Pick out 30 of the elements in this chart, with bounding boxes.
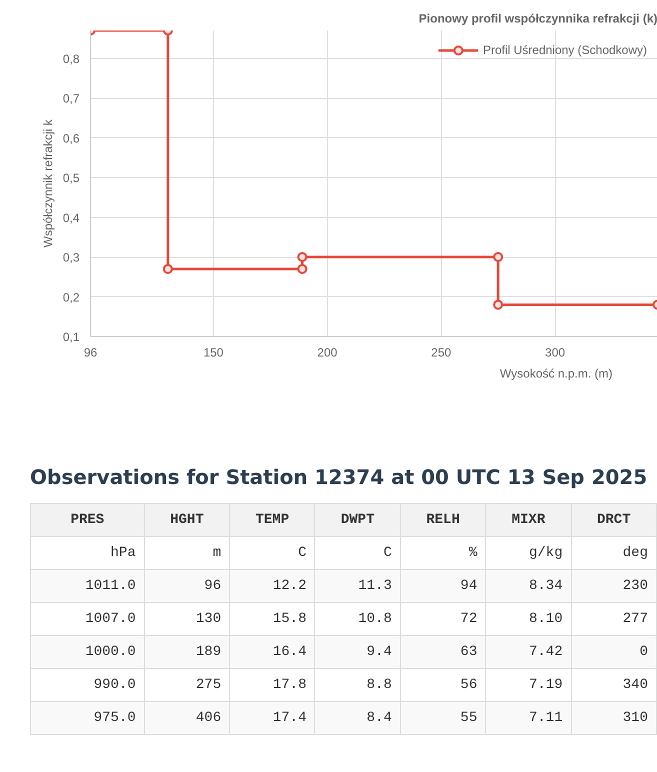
text: 990.0 275 17.8 8.8 56 7.19 340	[94, 677, 648, 693]
chart-title: Pionowy profil współczynnika refrakcji (k)	[418, 12, 657, 26]
point	[297, 252, 308, 262]
point	[493, 300, 504, 310]
point	[297, 264, 308, 274]
y-tick-label: 0,6	[62, 131, 80, 146]
text: 975.0 406 17.4 8.4 55 7.11 310	[94, 710, 648, 726]
y-tick-label: 0,5	[62, 171, 80, 186]
y-tick-label: 0,8	[62, 52, 80, 66]
y-axis-title: Współczynnik refrakcji k	[40, 118, 55, 248]
x-tick-label: 250	[431, 346, 452, 360]
text: 1000.0 189 16.4 9.4 63 7.42 0	[85, 644, 648, 660]
y-tick-label: 0,3	[62, 250, 80, 265]
point	[162, 264, 173, 274]
y-tick-label: 0,2	[62, 290, 80, 304]
text: 1011.0 96 12.2 11.3 94 8.34 230	[85, 578, 648, 594]
x-axis-title: Wysokość n.p.m. (m)	[500, 366, 613, 380]
y-tick-label: 0,1	[62, 330, 80, 344]
x-tick-label: 300	[545, 346, 566, 360]
y-tick-label: 0,4	[62, 210, 80, 225]
text: hPa m C C % g/kg deg	[110, 545, 648, 561]
point	[493, 252, 504, 262]
x-tick-label: 200	[317, 346, 338, 360]
y-tick-label: 0,7	[62, 92, 80, 106]
text: 1007.0 130 15.8 10.8 72 8.10 277	[85, 611, 648, 627]
text: PRES HGHT TEMP DWPT RELH MIXR DRCT	[70, 512, 631, 528]
legend-label: Profil Uśredniony (Schodkowy)	[482, 43, 647, 57]
text: Observations for Station 12374 at 00 UTC 13 Sep 2025	[30, 465, 648, 489]
x-tick-label: 150	[203, 346, 224, 360]
x-tick-label: 96	[84, 346, 98, 360]
